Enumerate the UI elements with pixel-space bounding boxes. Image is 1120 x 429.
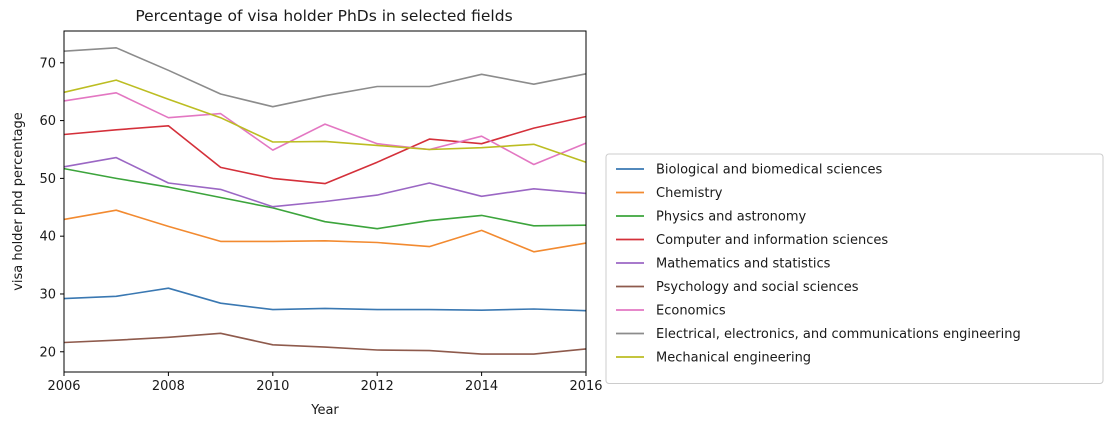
legend-entry-2: Physics and astronomy — [656, 210, 807, 225]
x-tick-label: 2010 — [256, 379, 289, 394]
legend-entry-0: Biological and biomedical sciences — [656, 163, 882, 178]
x-tick-label: 2012 — [361, 379, 394, 394]
y-tick-label: 20 — [39, 345, 56, 360]
y-tick-label: 30 — [39, 287, 56, 302]
legend-box — [605, 153, 1104, 384]
x-tick-label: 2008 — [152, 379, 185, 394]
x-tick-label: 2014 — [465, 379, 498, 394]
legend-entry-4: Mathematics and statistics — [656, 257, 831, 272]
series-line-2 — [63, 167, 587, 230]
x-tick-label: 2016 — [569, 379, 602, 394]
series-line-4 — [63, 156, 587, 208]
x-tick-label: 2006 — [47, 379, 80, 394]
legend-entry-3: Computer and information sciences — [656, 233, 888, 248]
y-tick-label: 40 — [39, 230, 56, 245]
legend-entry-6: Economics — [656, 304, 726, 319]
series-line-5 — [63, 332, 587, 355]
y-axis-label: visa holder phd percentage — [11, 112, 26, 291]
series-line-1 — [63, 209, 587, 253]
y-axis: 20 30 40 50 60 70 — [39, 56, 64, 360]
x-axis: 2006 2008 2010 2012 2014 2016 — [47, 372, 603, 394]
series-line-0 — [63, 287, 587, 312]
y-tick-label: 60 — [39, 114, 56, 129]
legend-entry-7: Electrical, electronics, and communicati… — [656, 327, 1021, 342]
series-line-6 — [63, 92, 587, 166]
legend-entry-1: Chemistry — [656, 186, 723, 201]
legend: Biological and biomedical sciences Chemis… — [605, 153, 1104, 384]
series-line-8 — [63, 79, 587, 163]
plot-lines — [63, 47, 587, 355]
series-line-3 — [63, 115, 587, 185]
y-tick-label: 50 — [39, 172, 56, 187]
series-line-7 — [63, 47, 587, 108]
plot-area-frame — [63, 30, 587, 373]
legend-entry-5: Psychology and social sciences — [656, 280, 859, 295]
x-axis-label: Year — [310, 403, 339, 418]
legend-entry-8: Mechanical engineering — [656, 351, 811, 366]
chart-title: Percentage of visa holder PhDs in select… — [135, 7, 512, 25]
y-tick-label: 70 — [39, 56, 56, 71]
